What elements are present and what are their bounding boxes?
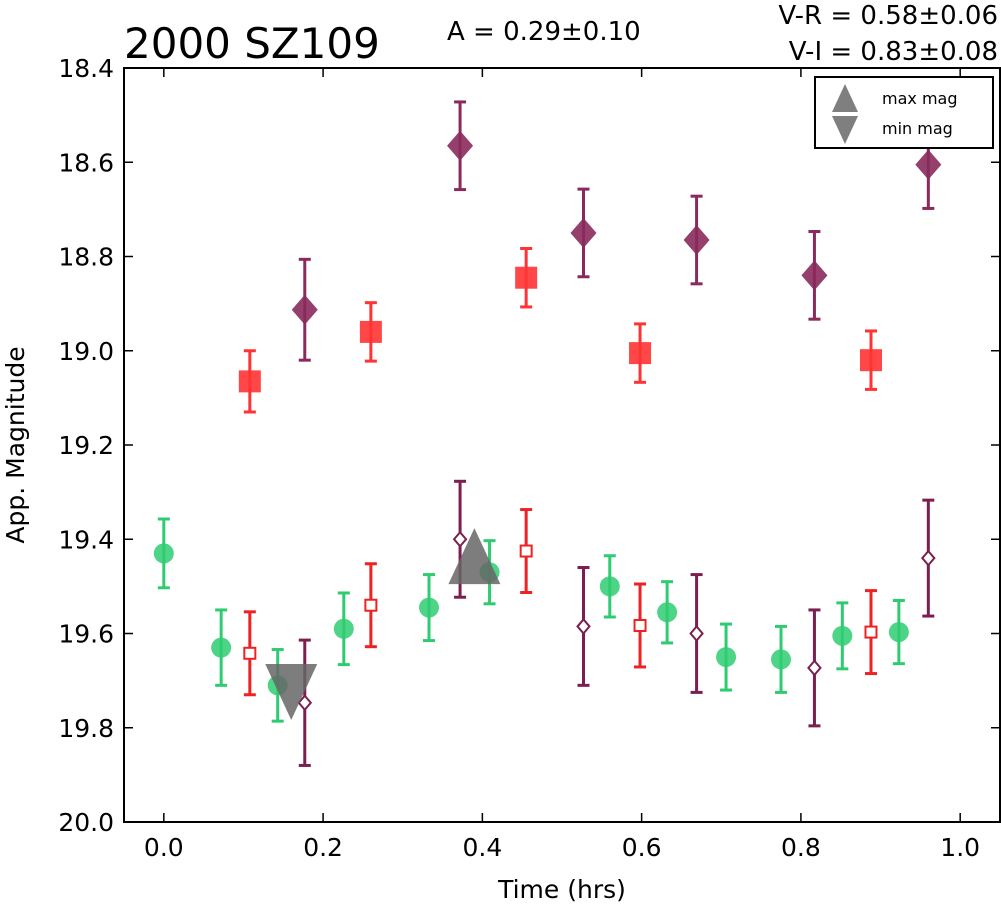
x-tick-label: 1.0 bbox=[940, 833, 980, 862]
y-tick-label: 19.4 bbox=[58, 525, 114, 554]
data-point bbox=[771, 649, 791, 670]
data-markers bbox=[153, 130, 942, 712]
data-point bbox=[716, 647, 737, 668]
y-tick-label: 18.6 bbox=[58, 148, 114, 177]
data-point bbox=[689, 624, 704, 643]
data-point bbox=[519, 544, 533, 558]
data-point bbox=[921, 549, 936, 567]
plot-area bbox=[124, 68, 1000, 822]
data-point bbox=[238, 370, 261, 393]
data-point bbox=[629, 342, 652, 365]
data-point bbox=[419, 597, 440, 618]
data-point bbox=[452, 530, 468, 548]
extrema-markers bbox=[265, 528, 501, 721]
data-point bbox=[683, 225, 710, 256]
data-point bbox=[570, 217, 597, 248]
data-point bbox=[153, 543, 174, 564]
data-point bbox=[657, 602, 678, 623]
data-point bbox=[297, 694, 313, 712]
data-point bbox=[211, 637, 232, 658]
data-point bbox=[888, 622, 909, 643]
amplitude-annotation: A = 0.29±0.10 bbox=[447, 17, 641, 47]
tick-labels: 0.0 0.2 0.4 0.6 0.8 1.0 18.4 18.6 18.8 19.0 19.2 19… bbox=[58, 54, 980, 862]
data-point bbox=[243, 646, 257, 660]
legend: max mag min mag bbox=[814, 76, 994, 149]
y-tick-label: 20.0 bbox=[58, 808, 114, 837]
x-tick-label: 0.6 bbox=[622, 833, 662, 862]
plot-frame bbox=[123, 67, 1001, 823]
data-point bbox=[364, 598, 378, 612]
data-point bbox=[859, 349, 882, 372]
color-vr-annotation: V-R = 0.58±0.06 bbox=[778, 1, 998, 31]
y-tick-label: 19.6 bbox=[58, 620, 114, 649]
x-tick-label: 0.8 bbox=[781, 833, 821, 862]
data-point bbox=[801, 260, 828, 291]
x-tick-label: 0.4 bbox=[462, 833, 502, 862]
y-tick-label: 19.2 bbox=[58, 431, 114, 460]
data-point bbox=[359, 320, 382, 343]
y-tick-label: 18.4 bbox=[58, 54, 114, 83]
y-tick-label: 19.8 bbox=[58, 714, 114, 743]
max-mag-marker bbox=[448, 528, 501, 585]
legend-max-marker bbox=[832, 84, 858, 112]
data-point bbox=[291, 294, 318, 325]
data-point bbox=[447, 130, 474, 161]
y-tick-label: 19.0 bbox=[58, 337, 114, 366]
data-point bbox=[832, 625, 853, 646]
data-point bbox=[807, 659, 822, 677]
x-tick-label: 0.0 bbox=[144, 833, 184, 862]
data-point bbox=[515, 266, 538, 289]
x-axis-label: Time (hrs) bbox=[497, 875, 626, 904]
legend-min-marker bbox=[832, 116, 858, 144]
y-tick-label: 18.8 bbox=[58, 243, 114, 272]
data-point bbox=[599, 576, 620, 597]
data-point bbox=[633, 618, 647, 632]
data-point bbox=[864, 625, 878, 639]
data-point bbox=[915, 149, 942, 180]
x-tick-label: 0.2 bbox=[303, 833, 343, 862]
chart-title: 2000 SZ109 bbox=[124, 19, 380, 68]
min-mag-marker bbox=[265, 664, 318, 721]
y-axis-label: App. Magnitude bbox=[1, 346, 30, 543]
data-point bbox=[333, 618, 354, 639]
color-vi-annotation: V-I = 0.83±0.08 bbox=[789, 37, 998, 67]
legend-max-label: max mag bbox=[882, 89, 958, 108]
legend-min-label: min mag bbox=[882, 119, 953, 138]
data-point bbox=[576, 617, 591, 635]
